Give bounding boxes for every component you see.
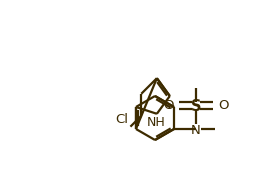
Text: N: N: [191, 124, 201, 136]
Text: O: O: [218, 99, 228, 112]
Text: Cl: Cl: [116, 113, 128, 126]
Text: NH: NH: [147, 116, 165, 129]
Text: S: S: [191, 99, 201, 114]
Text: O: O: [164, 99, 174, 112]
